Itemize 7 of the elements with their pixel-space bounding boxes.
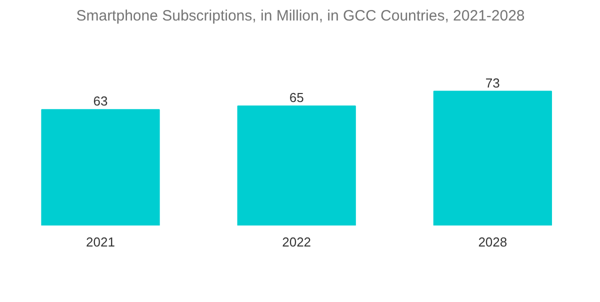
data-label: 63	[93, 94, 108, 109]
chart-title: Smartphone Subscriptions, in Million, in GCC Countries, 2021-2028	[76, 8, 525, 24]
x-tick-label: 2021	[86, 234, 115, 250]
x-tick-label: 2022	[282, 234, 312, 250]
data-label: 73	[485, 75, 500, 90]
x-tick-label: 2028	[478, 234, 508, 250]
data-label: 65	[289, 90, 304, 105]
